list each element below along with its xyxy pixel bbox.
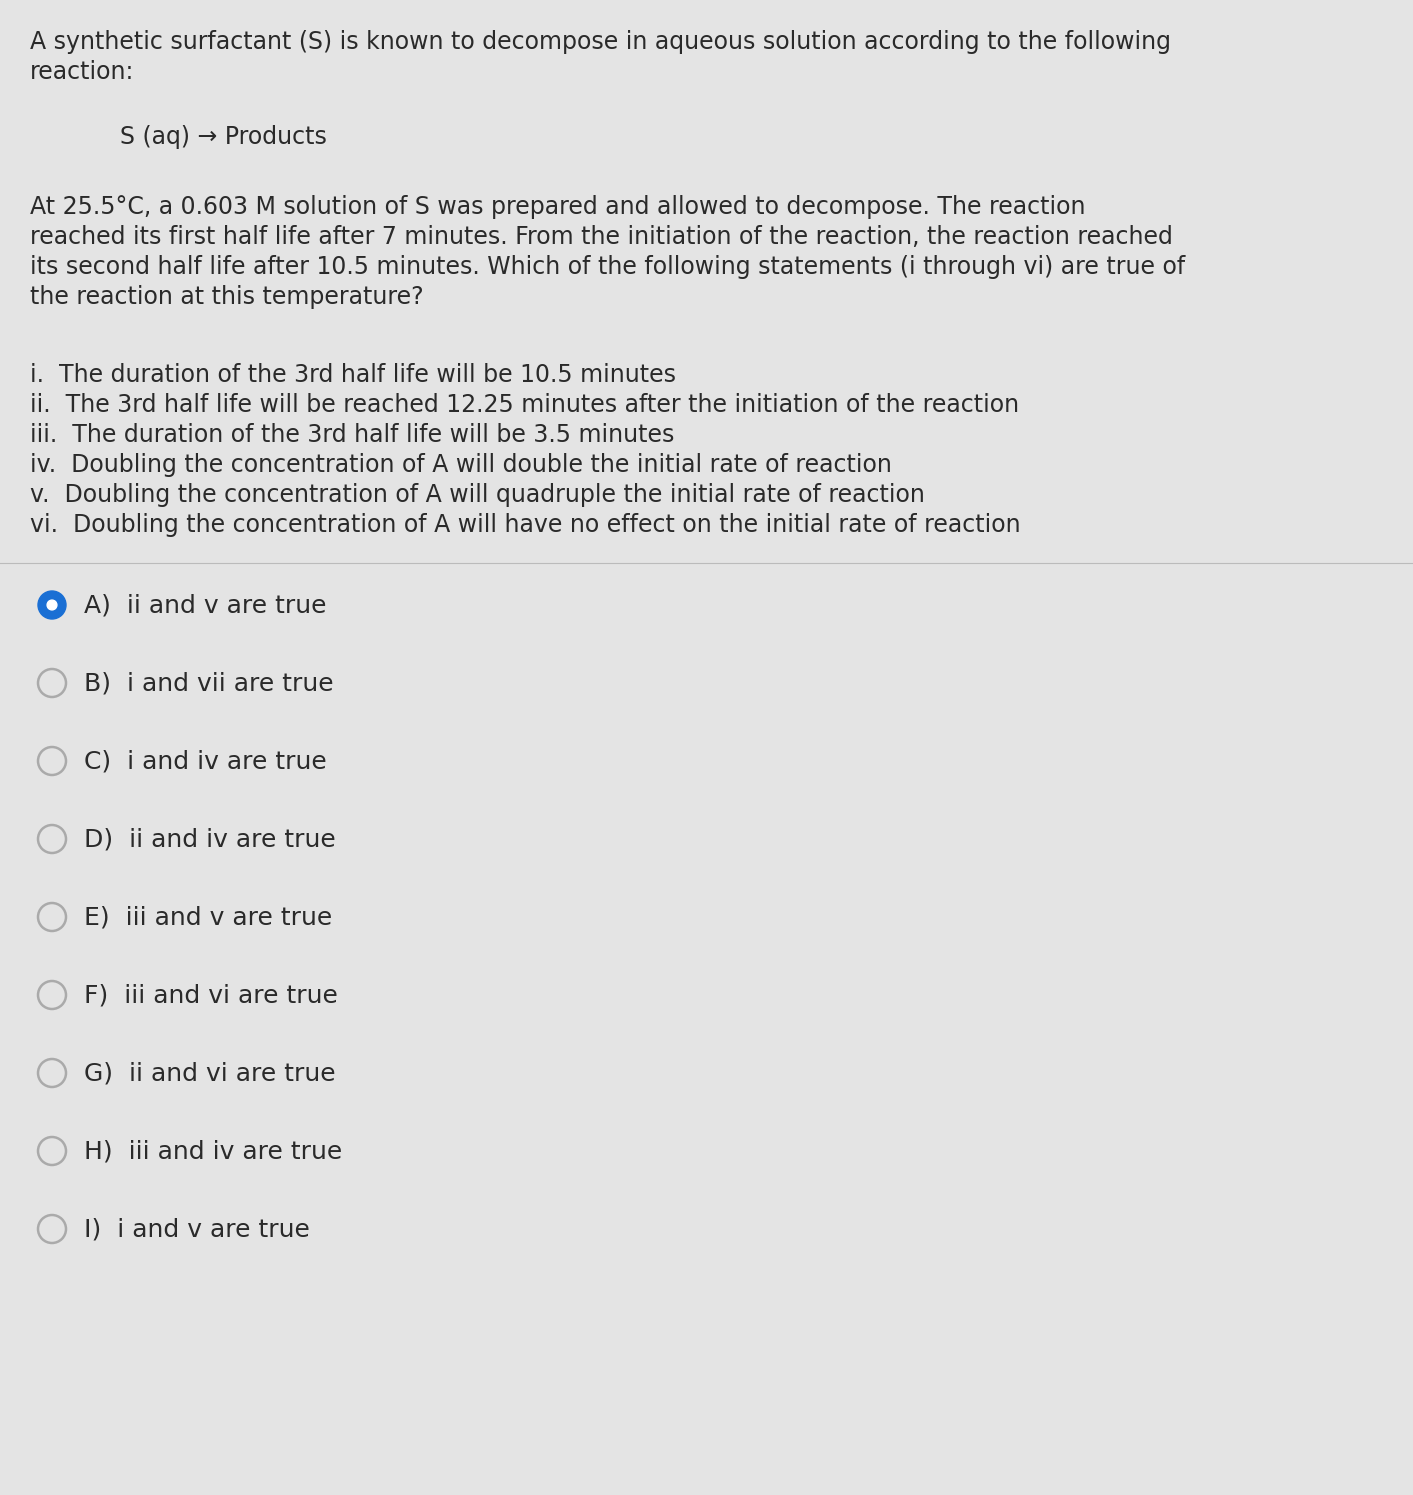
Text: reached its first half life after 7 minutes. From the initiation of the reaction: reached its first half life after 7 minu…	[30, 226, 1173, 250]
Text: E)  iii and v are true: E) iii and v are true	[83, 904, 332, 928]
Text: ii.  The 3rd half life will be reached 12.25 minutes after the initiation of the: ii. The 3rd half life will be reached 12…	[30, 393, 1019, 417]
Text: A synthetic surfactant (S) is known to decompose in aqueous solution according t: A synthetic surfactant (S) is known to d…	[30, 30, 1171, 54]
Text: H)  iii and iv are true: H) iii and iv are true	[83, 1139, 342, 1163]
Text: A)  ii and v are true: A) ii and v are true	[83, 594, 326, 617]
Text: its second half life after 10.5 minutes. Which of the following statements (i th: its second half life after 10.5 minutes.…	[30, 256, 1186, 280]
Text: D)  ii and iv are true: D) ii and iv are true	[83, 827, 336, 851]
Text: F)  iii and vi are true: F) iii and vi are true	[83, 984, 338, 1008]
Text: the reaction at this temperature?: the reaction at this temperature?	[30, 286, 424, 309]
Circle shape	[47, 599, 57, 610]
Text: vi.  Doubling the concentration of A will have no effect on the initial rate of : vi. Doubling the concentration of A will…	[30, 513, 1020, 537]
Text: iii.  The duration of the 3rd half life will be 3.5 minutes: iii. The duration of the 3rd half life w…	[30, 423, 674, 447]
Text: i.  The duration of the 3rd half life will be 10.5 minutes: i. The duration of the 3rd half life wil…	[30, 363, 675, 387]
Circle shape	[38, 591, 66, 619]
Text: B)  i and vii are true: B) i and vii are true	[83, 671, 333, 695]
Text: iv.  Doubling the concentration of A will double the initial rate of reaction: iv. Doubling the concentration of A will…	[30, 453, 892, 477]
Text: S (aq) → Products: S (aq) → Products	[120, 126, 326, 150]
Text: At 25.5°C, a 0.603 M solution of S was prepared and allowed to decompose. The re: At 25.5°C, a 0.603 M solution of S was p…	[30, 194, 1085, 218]
Text: reaction:: reaction:	[30, 60, 134, 84]
Text: I)  i and v are true: I) i and v are true	[83, 1217, 309, 1241]
Text: v.  Doubling the concentration of A will quadruple the initial rate of reaction: v. Doubling the concentration of A will …	[30, 483, 926, 507]
Text: C)  i and iv are true: C) i and iv are true	[83, 749, 326, 773]
Text: G)  ii and vi are true: G) ii and vi are true	[83, 1061, 336, 1085]
